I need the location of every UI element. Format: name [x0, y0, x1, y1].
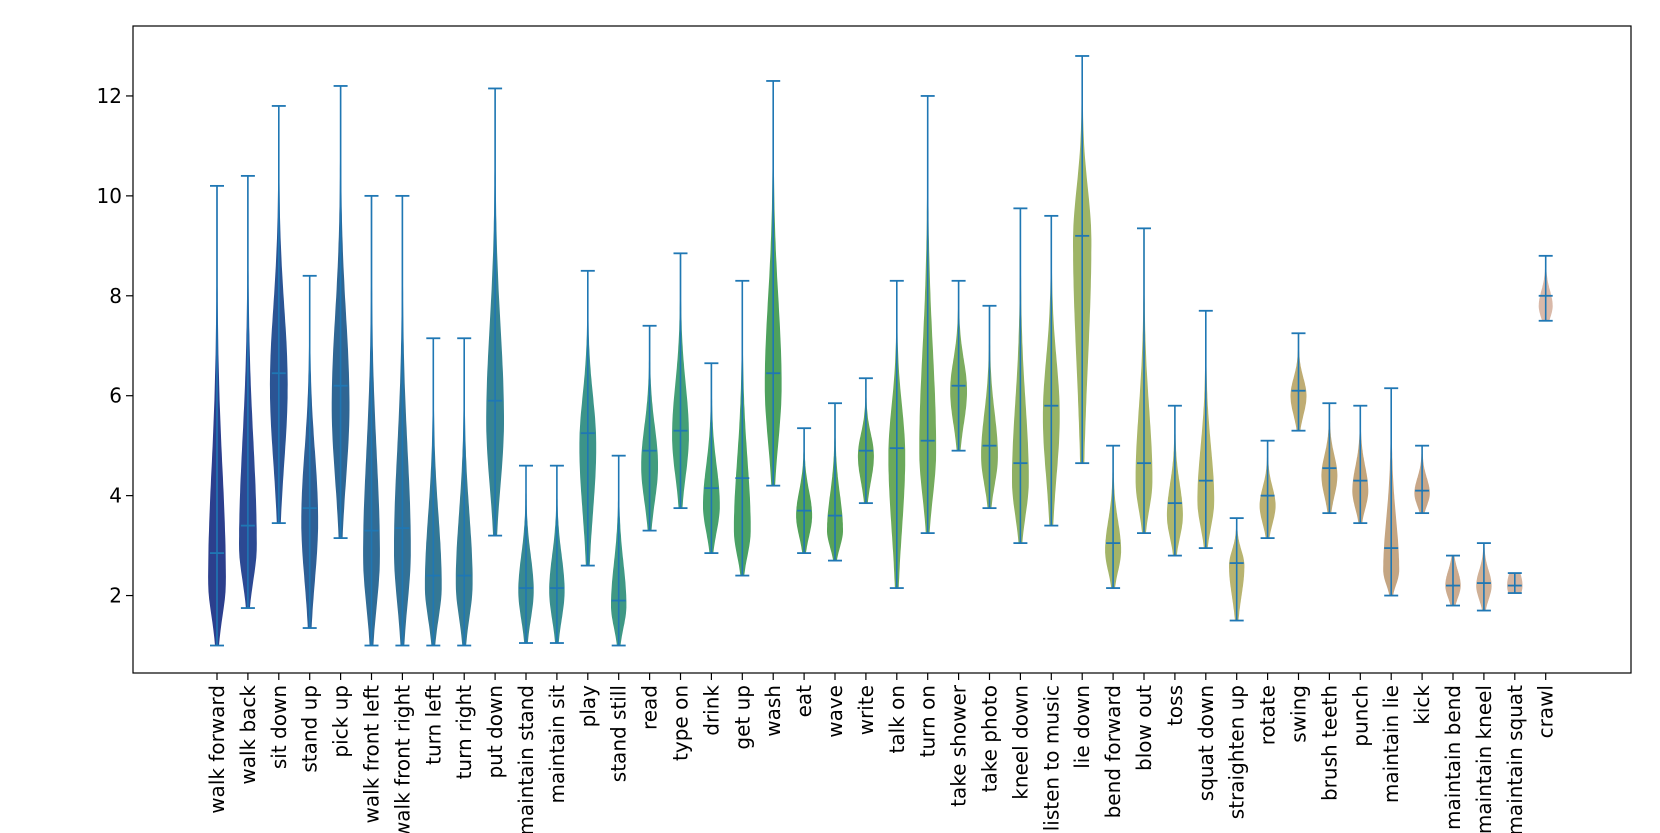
- violin-blow-out: [1135, 227, 1153, 535]
- violin-stand-still: [611, 454, 627, 647]
- x-tick-label: lie down: [1070, 685, 1094, 769]
- x-tick-label: turn left: [421, 685, 445, 765]
- x-tick-label: squat down: [1194, 685, 1218, 801]
- x-tick-label: wave: [823, 685, 847, 738]
- x-tick-label: straighten up: [1225, 685, 1249, 819]
- violin-rotate: [1259, 439, 1276, 540]
- violin-put-down: [486, 87, 504, 537]
- y-tick-label: 2: [109, 584, 122, 608]
- violin-kick: [1414, 444, 1430, 515]
- violin-maintain-kneel: [1476, 542, 1492, 612]
- violin-swing: [1290, 332, 1307, 432]
- x-tick-label: write: [854, 685, 878, 735]
- violin-turn-left: [424, 337, 442, 647]
- violin-walk-back: [238, 174, 257, 609]
- violin-sit-down: [269, 105, 288, 525]
- violin-maintain-bend: [1445, 554, 1461, 607]
- x-tick-label: crawl: [1534, 685, 1558, 738]
- x-tick-label: swing: [1287, 685, 1311, 743]
- x-tick-label: listen to music: [1039, 685, 1063, 831]
- violin-read: [641, 324, 658, 532]
- plot-frame: [132, 25, 1632, 674]
- y-tick-label: 10: [97, 184, 122, 208]
- violin-squat-down: [1197, 309, 1215, 549]
- y-tick-label: 12: [97, 84, 122, 108]
- x-tick-label: walk back: [236, 685, 260, 785]
- x-tick-label: type on: [669, 685, 693, 761]
- x-tick-label: play: [576, 685, 600, 728]
- violin-kneel-down: [1012, 207, 1029, 545]
- violin-stand-up: [301, 274, 319, 629]
- x-tick-label: put down: [483, 685, 507, 779]
- violin-wave: [827, 402, 843, 562]
- violin-crawl: [1538, 254, 1553, 322]
- violin-walk-front-right: [394, 194, 411, 647]
- x-tick-label: maintain stand: [514, 685, 538, 833]
- x-tick-label: stand up: [298, 685, 322, 773]
- violin-bend-forward: [1105, 444, 1122, 589]
- x-tick-label: pick up: [329, 685, 353, 758]
- violin-straighten-up: [1229, 517, 1245, 622]
- x-tick-label: take photo: [978, 685, 1002, 792]
- violin-talk-on: [888, 279, 906, 589]
- x-tick-label: kneel down: [1008, 685, 1032, 800]
- x-tick-label: turn right: [452, 685, 476, 780]
- x-tick-label: talk on: [885, 685, 909, 754]
- y-axis: 2 4 6 8 10 12: [97, 84, 133, 608]
- x-tick-label: maintain squat: [1503, 685, 1527, 833]
- violin-maintain-lie: [1383, 387, 1400, 597]
- x-tick-label: read: [638, 685, 662, 730]
- x-tick-label: walk forward: [205, 685, 229, 814]
- violin-listen-to-music: [1042, 214, 1060, 527]
- violin-drink: [703, 362, 720, 554]
- y-tick-label: 6: [109, 384, 122, 408]
- x-tick-label: get up: [730, 685, 754, 750]
- x-tick-label: sit down: [267, 685, 291, 769]
- x-tick-label: walk front right: [390, 685, 414, 833]
- violin-play: [579, 269, 597, 567]
- violin-write: [857, 377, 874, 505]
- x-tick-label: wash: [761, 685, 785, 737]
- violin-walk-front-left: [363, 194, 380, 647]
- x-axis: walk forward walk back sit down stand up pic…: [205, 673, 1558, 833]
- x-tick-label: bend forward: [1101, 685, 1125, 818]
- violin-get-up: [733, 279, 751, 577]
- violin-turn-right: [455, 337, 473, 647]
- violin-eat: [796, 427, 813, 554]
- violin-type-on: [672, 252, 689, 510]
- x-tick-label: walk front left: [360, 685, 384, 824]
- violin-walk-forward: [208, 184, 226, 647]
- x-tick-label: kick: [1410, 685, 1434, 725]
- x-tick-label: turn on: [916, 685, 940, 757]
- x-tick-label: maintain lie: [1379, 685, 1403, 803]
- violin-toss: [1166, 404, 1183, 557]
- violin-maintain-squat: [1507, 572, 1523, 594]
- x-tick-label: eat: [792, 685, 816, 718]
- x-tick-label: stand still: [607, 685, 631, 782]
- violin-lie-down: [1073, 55, 1092, 465]
- violin-turn-on: [919, 95, 937, 535]
- violin-take-shower: [950, 279, 967, 452]
- x-tick-label: blow out: [1132, 685, 1156, 771]
- violin-take-photo: [981, 304, 998, 510]
- x-tick-label: rotate: [1256, 685, 1280, 745]
- violin-punch: [1352, 404, 1369, 525]
- violin-brush-teeth: [1321, 402, 1338, 515]
- violin-maintain-stand: [518, 464, 534, 644]
- x-tick-label: maintain bend: [1441, 685, 1465, 830]
- violin-pick-up: [331, 85, 350, 540]
- y-tick-label: 4: [109, 484, 122, 508]
- x-tick-label: maintain kneel: [1472, 685, 1496, 833]
- y-tick-label: 8: [109, 284, 122, 308]
- violin-maintain-sit: [549, 464, 565, 644]
- violin-wash: [764, 80, 782, 487]
- x-tick-label: punch: [1348, 685, 1372, 747]
- x-tick-label: brush teeth: [1317, 685, 1341, 801]
- violins: [208, 55, 1553, 647]
- x-tick-label: maintain sit: [545, 685, 569, 804]
- x-tick-label: take shower: [947, 684, 971, 807]
- x-tick-label: drink: [699, 685, 723, 736]
- x-tick-label: toss: [1163, 685, 1187, 726]
